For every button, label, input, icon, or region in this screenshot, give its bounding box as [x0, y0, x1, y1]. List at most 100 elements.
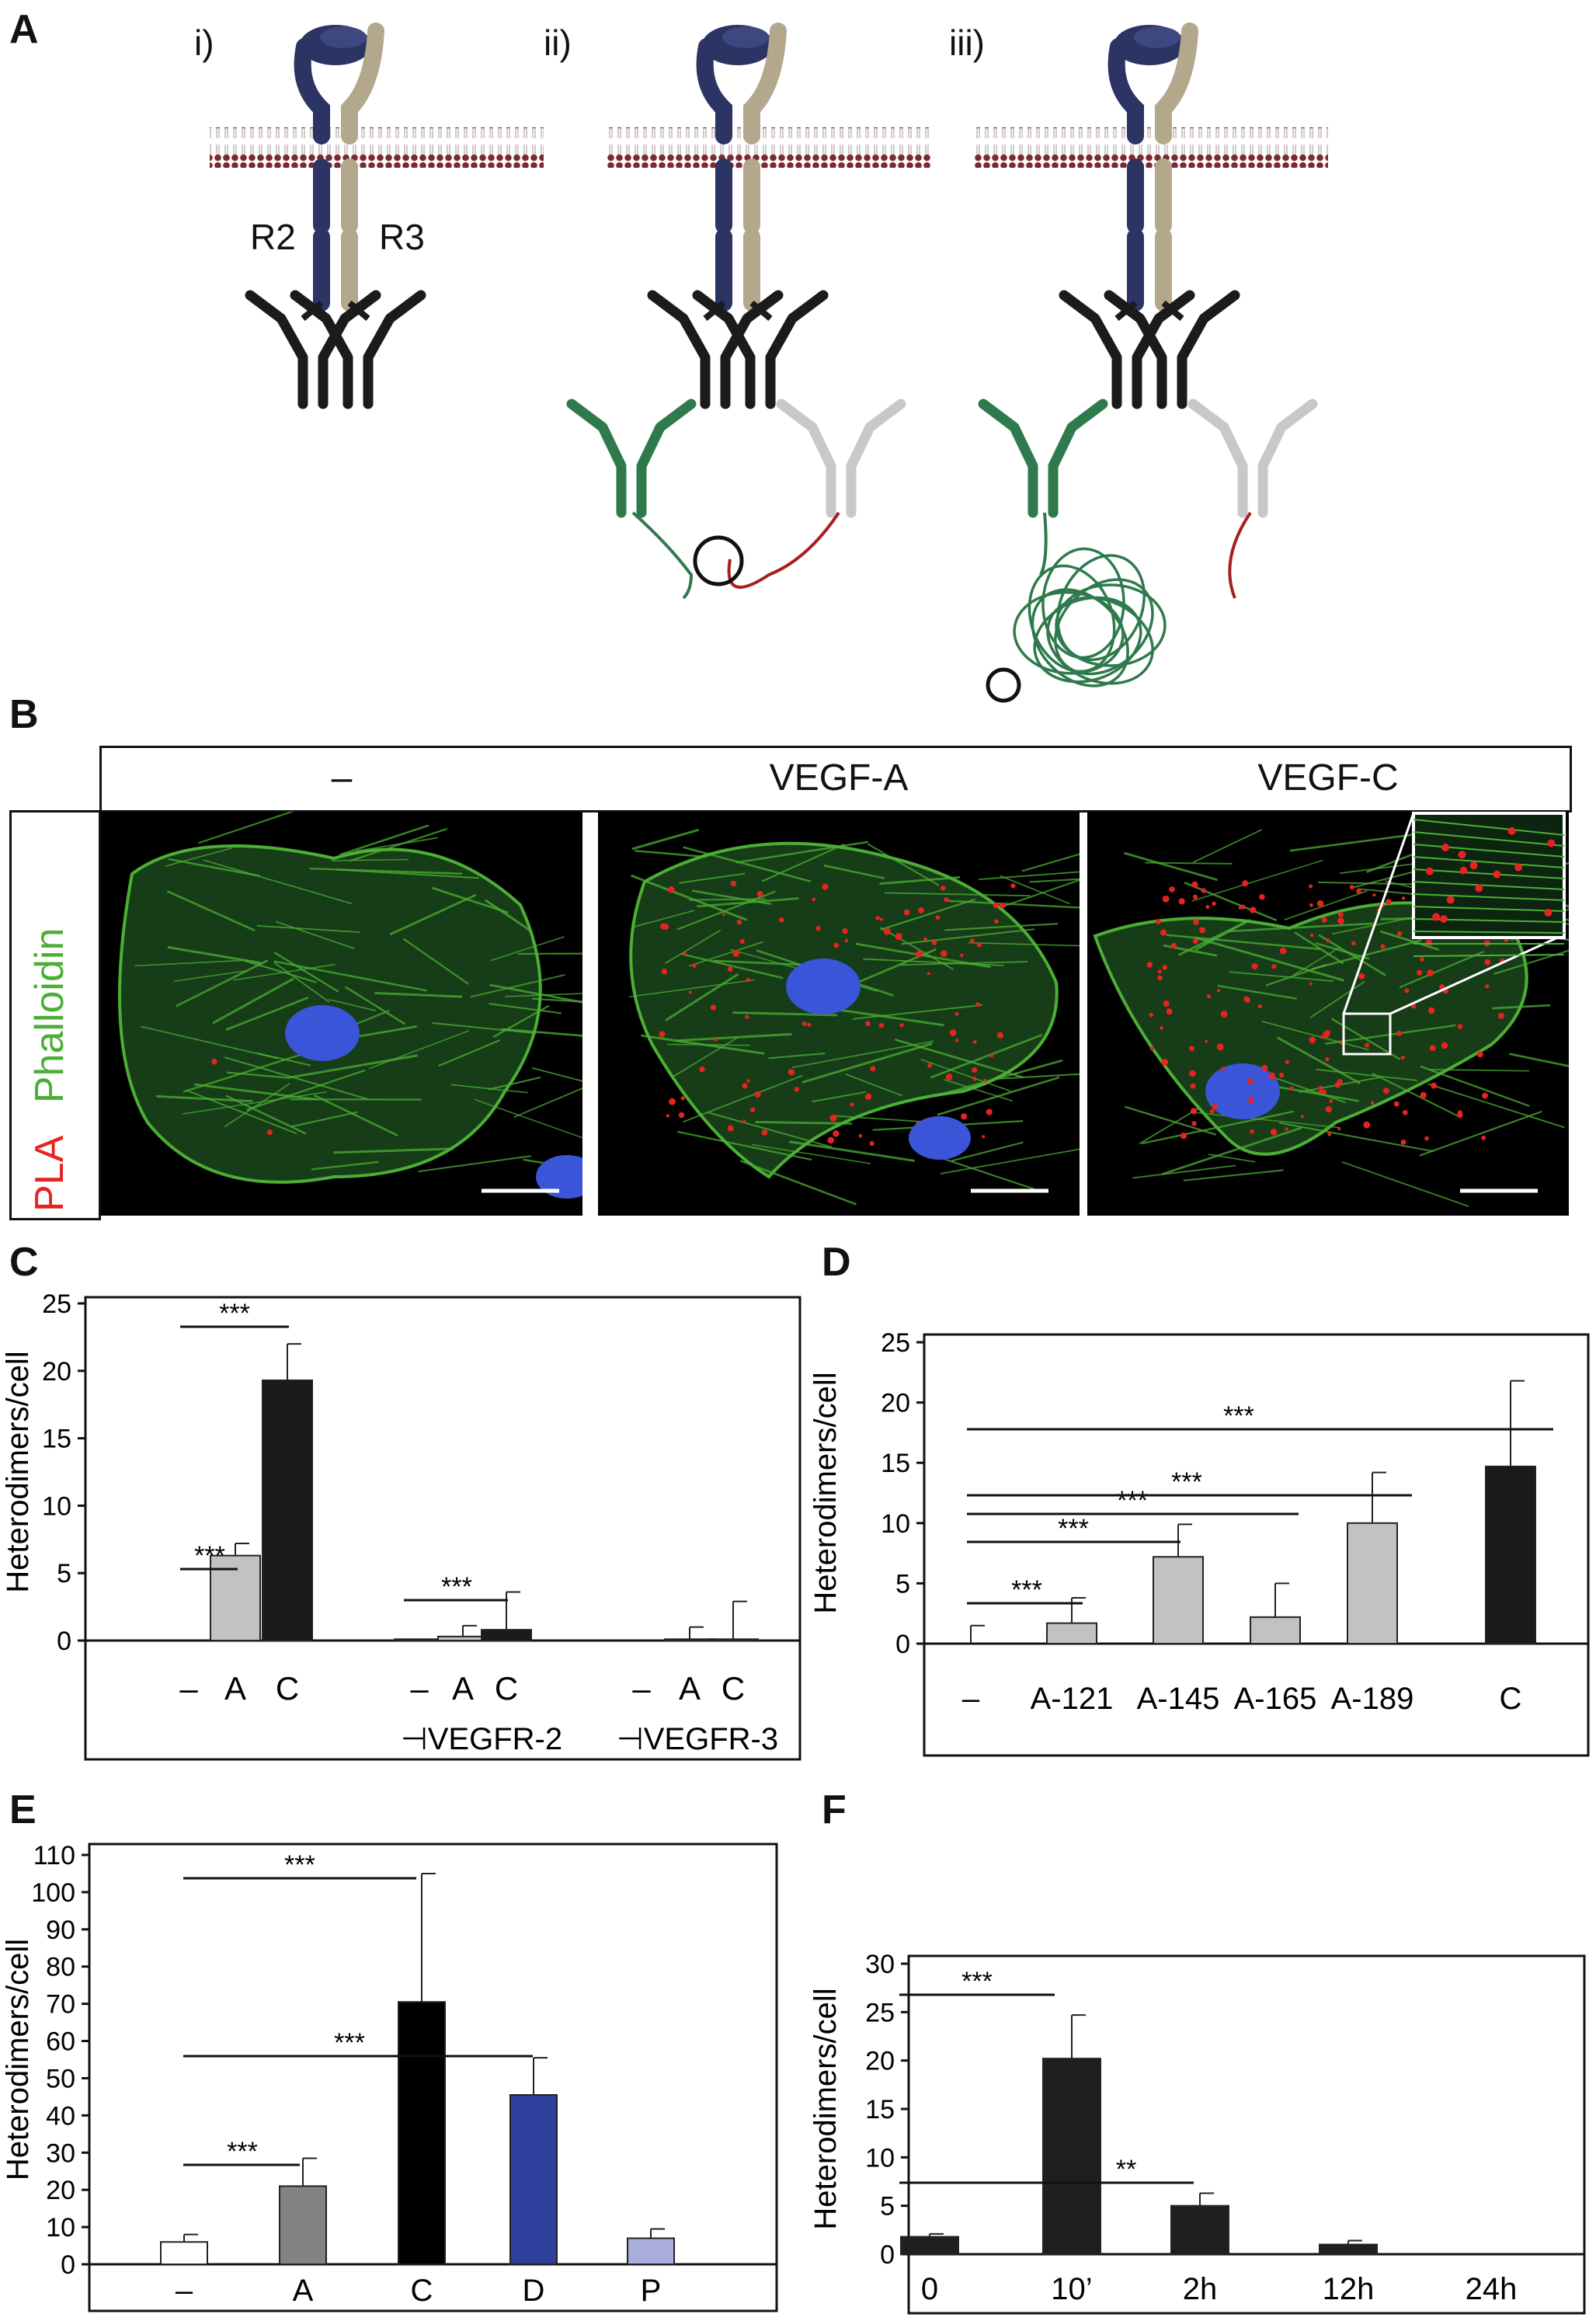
bar: [1319, 2243, 1378, 2255]
nucleus: [285, 1005, 360, 1061]
actin-fiber: [203, 859, 353, 905]
actin-fiber: [227, 1071, 291, 1080]
plot-frame: [907, 1954, 1586, 2315]
x-tick-label: C: [276, 1670, 299, 1707]
actin-fiber: [689, 898, 766, 901]
pla-signal: [1190, 1083, 1196, 1089]
pla-signal: [999, 903, 1006, 909]
y-tick-label: 15: [42, 1425, 71, 1454]
pla-signal: [1358, 973, 1365, 980]
pla-signal: [961, 1113, 968, 1120]
bar: [262, 1379, 313, 1641]
actin-fiber: [167, 945, 262, 965]
pla-signal: [1162, 895, 1170, 903]
actin-fiber: [532, 997, 582, 1003]
pla-signal: [916, 950, 923, 958]
actin-fiber: [968, 941, 1080, 947]
actin-fiber: [1420, 1065, 1530, 1108]
nucleus: [536, 1155, 582, 1199]
pla-signal: [1382, 1087, 1389, 1094]
actin-fiber: [675, 1032, 792, 1042]
pla-signal: [972, 1040, 977, 1044]
pla-signal: [1400, 1140, 1406, 1145]
actin-fiber: [1427, 1083, 1565, 1129]
panel-label-a: A: [9, 7, 39, 52]
rca-product: [1046, 596, 1154, 685]
x-tick-label: –: [962, 1682, 980, 1716]
zoom-inset: [1412, 812, 1566, 957]
stain-legend: PLA Phalloidin: [26, 928, 73, 1212]
significance-label: ***: [194, 1541, 225, 1571]
actin-fiber: [681, 953, 784, 980]
nucleus: [786, 959, 861, 1014]
pla-signal: [1337, 917, 1344, 924]
actin-fiber: [212, 977, 294, 1025]
significance-label: ***: [441, 1572, 472, 1602]
actin-fiber: [1261, 1021, 1369, 1051]
pla-signal: [970, 938, 975, 943]
pla-signal: [688, 990, 692, 994]
x-tick-label: C: [1500, 1682, 1522, 1716]
pla-signal: [1420, 1091, 1427, 1099]
actin-fiber: [438, 1039, 501, 1067]
actin-fiber: [273, 952, 339, 993]
rca-product: [1055, 583, 1167, 667]
actin-fiber: [1192, 829, 1262, 864]
actin-fiber: [490, 936, 565, 962]
oligo-strand: [727, 511, 840, 589]
actin-fiber: [707, 1112, 833, 1148]
pla-signal: [1318, 1089, 1323, 1094]
pla-signal: [1212, 1104, 1218, 1110]
oligo-strand: [631, 511, 694, 600]
actin-fiber: [880, 898, 976, 931]
pla-signal: [1441, 1042, 1448, 1049]
actin-fiber: [801, 1042, 933, 1084]
actin-fiber: [402, 938, 469, 985]
pla-signal: [266, 1129, 273, 1136]
actin-fiber: [474, 1098, 582, 1139]
actin-fiber: [501, 1028, 582, 1037]
actin-fiber: [951, 1141, 1024, 1162]
pla-signal: [1188, 1046, 1195, 1052]
y-tick-label: 20: [881, 1389, 910, 1418]
pla-signal: [879, 917, 884, 921]
pla-signal: [1365, 1042, 1370, 1048]
pla-signal: [742, 1119, 746, 1123]
pla-signal: [1484, 959, 1491, 966]
pla-signal: [1370, 1101, 1375, 1105]
pla-signal: [945, 1074, 953, 1080]
pla-signal: [944, 897, 949, 903]
stain-label-phalloidin: Phalloidin: [27, 927, 72, 1104]
pla-signal: [1544, 909, 1553, 917]
x-tick-label: 12h: [1323, 2272, 1375, 2306]
actin-fiber: [488, 1076, 541, 1091]
pla-signal: [1270, 1129, 1278, 1136]
pla-signal: [1309, 933, 1314, 938]
pla-signal: [982, 1078, 987, 1083]
pla-signal: [1425, 867, 1434, 875]
actin-fiber: [432, 1021, 537, 1035]
actin-fiber: [676, 890, 776, 931]
y-tick-label: 30: [46, 2138, 75, 2168]
pla-signal: [833, 1130, 840, 1137]
actin-fiber: [691, 889, 771, 905]
pla-signal: [844, 938, 849, 943]
y-tick-label: 30: [865, 1950, 895, 1979]
significance-label: **: [1116, 2155, 1136, 2184]
pla-signal: [1325, 1105, 1332, 1113]
actin-fiber: [1284, 890, 1368, 920]
actin-fiber: [1312, 939, 1422, 970]
significance-label: ***: [1058, 1514, 1089, 1543]
actin-fiber: [1289, 831, 1427, 852]
pla-signal: [1380, 944, 1386, 949]
x-tick-label: A-165: [1234, 1682, 1317, 1716]
pla-signal: [1431, 1082, 1438, 1089]
actin-fiber: [944, 923, 1059, 931]
actin-fiber: [166, 890, 256, 932]
pla-signal: [1325, 1030, 1330, 1035]
actin-fiber: [1208, 1154, 1256, 1163]
panel-label-d: D: [822, 1240, 851, 1285]
actin-fiber: [1379, 930, 1440, 951]
y-tick-label: 5: [57, 1559, 71, 1589]
pla-signal: [1192, 894, 1198, 900]
